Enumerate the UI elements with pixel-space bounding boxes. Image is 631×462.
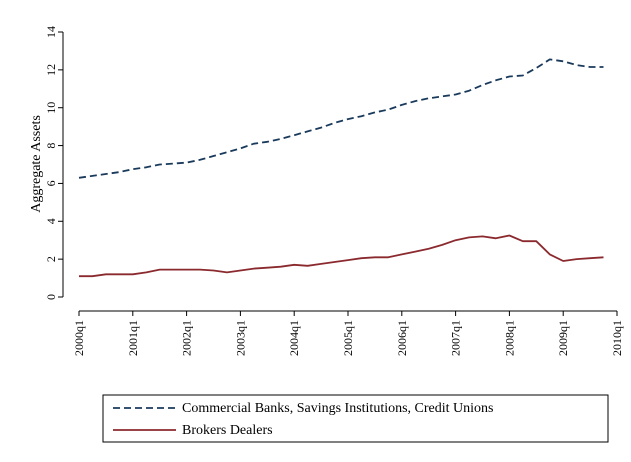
legend-label-banks: Commercial Banks, Savings Institutions, … xyxy=(182,401,494,416)
x-tick-label: 2001q1 xyxy=(126,320,140,356)
x-tick-label: 2002q1 xyxy=(180,320,194,356)
legend: Commercial Banks, Savings Institutions, … xyxy=(102,394,609,443)
x-tick-label: 2003q1 xyxy=(233,320,247,356)
x-tick-label: 2000q1 xyxy=(72,320,86,356)
series-line-brokers xyxy=(79,234,604,278)
x-tick-label: 2008q1 xyxy=(502,320,516,356)
y-tick-label: 10 xyxy=(44,102,58,114)
y-tick-label: 0 xyxy=(44,294,58,300)
series-layer xyxy=(78,58,604,278)
x-tick-label: 2007q1 xyxy=(449,320,463,356)
y-tick-label: 8 xyxy=(44,143,58,149)
x-tick-label: 2005q1 xyxy=(341,320,355,356)
y-axis: 0 2 4 6 8 10 12 14 xyxy=(44,26,64,300)
y-axis-label: Aggregate Assets xyxy=(29,115,44,213)
legend-label-brokers: Brokers Dealers xyxy=(182,423,273,438)
x-tick-label: 2004q1 xyxy=(287,320,301,356)
x-tick-label: 2006q1 xyxy=(395,320,409,356)
x-tick-label: 2009q1 xyxy=(556,320,570,356)
x-axis: 2000q1 2001q1 2002q1 2003q1 2004q1 2005q1 2006… xyxy=(72,310,624,356)
series-line-banks xyxy=(78,58,604,179)
y-tick-label: 14 xyxy=(44,26,58,38)
y-tick-label: 6 xyxy=(44,180,58,186)
x-tick-label: 2010q1 xyxy=(610,320,624,356)
y-tick-label: 2 xyxy=(44,256,58,262)
y-tick-label: 12 xyxy=(44,64,58,76)
legend-box xyxy=(102,394,609,443)
y-tick-label: 4 xyxy=(44,218,58,224)
